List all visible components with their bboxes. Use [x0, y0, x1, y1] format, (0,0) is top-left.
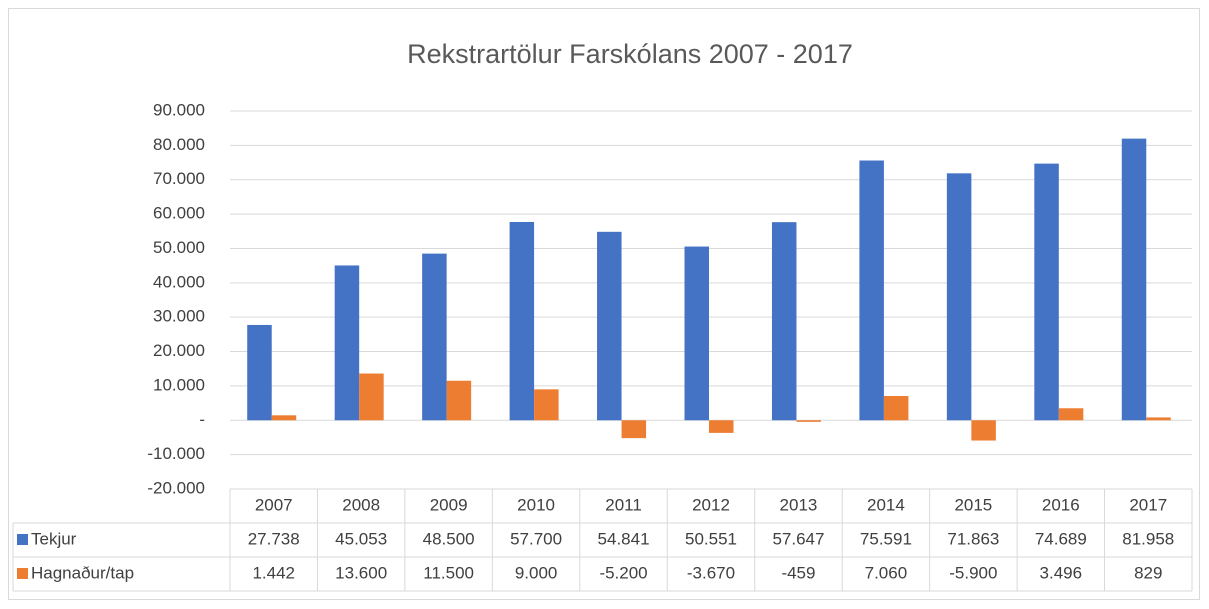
y-tick-label: -10.000	[147, 444, 205, 463]
x-tick-label: 2017	[1129, 495, 1167, 514]
x-tick-label: 2014	[867, 495, 905, 514]
x-tick-label: 2008	[342, 495, 380, 514]
y-tick-label: 10.000	[153, 375, 205, 394]
table-value: -459	[781, 563, 815, 582]
bar	[621, 420, 647, 439]
x-tick-label: 2013	[780, 495, 818, 514]
table-value: 57.700	[510, 529, 562, 548]
bar	[1034, 163, 1059, 421]
legend-key	[17, 534, 28, 545]
x-tick-label: 2009	[430, 495, 468, 514]
table-value: 57.647	[772, 529, 824, 548]
table-value: 27.738	[248, 529, 300, 548]
table-value: 48.500	[423, 529, 475, 548]
y-tick-label: 80.000	[153, 135, 205, 154]
y-tick-label: 90.000	[153, 100, 205, 119]
bar	[859, 160, 884, 421]
bar	[1121, 138, 1147, 421]
table-value: 3.496	[1040, 563, 1083, 582]
table-value: -5.200	[599, 563, 647, 582]
bar	[509, 221, 535, 421]
y-tick-label: 40.000	[153, 272, 205, 291]
bar	[1146, 417, 1171, 421]
bar	[1058, 408, 1084, 421]
bar	[883, 396, 909, 421]
y-tick-label: 30.000	[153, 307, 205, 326]
table-value: -3.670	[687, 563, 735, 582]
y-tick-label: 20.000	[153, 341, 205, 360]
table-value: 829	[1134, 563, 1162, 582]
table-value: 9.000	[515, 563, 558, 582]
table-value: 54.841	[598, 529, 650, 548]
bar	[684, 246, 709, 421]
y-tick-label: -20.000	[147, 478, 205, 497]
bar	[534, 389, 559, 421]
table-value: 75.591	[860, 529, 912, 548]
bar	[971, 420, 996, 441]
bar	[422, 253, 447, 421]
x-tick-label: 2015	[954, 495, 992, 514]
table-value: 81.958	[1122, 529, 1174, 548]
y-tick-label: 50.000	[153, 238, 205, 257]
y-tick-label: 60.000	[153, 204, 205, 223]
y-tick-label: -	[199, 410, 205, 429]
legend-label: Hagnaður/tap	[31, 563, 134, 582]
table-value: 1.442	[252, 563, 295, 582]
bar	[334, 265, 360, 421]
bar	[247, 324, 272, 421]
x-tick-label: 2016	[1042, 495, 1080, 514]
bar	[771, 222, 797, 421]
legend-key	[17, 568, 28, 579]
bar	[597, 231, 622, 421]
bar	[271, 415, 297, 421]
legend-label: Tekjur	[31, 529, 77, 548]
x-tick-label: 2012	[692, 495, 730, 514]
table-value: 13.600	[335, 563, 387, 582]
table-value: 50.551	[685, 529, 737, 548]
x-tick-label: 2010	[517, 495, 555, 514]
bar	[946, 173, 972, 421]
table-value: 7.060	[865, 563, 908, 582]
table-value: 45.053	[335, 529, 387, 548]
bar	[709, 420, 734, 433]
table-value: 74.689	[1035, 529, 1087, 548]
bar	[446, 380, 472, 421]
bar	[359, 373, 384, 421]
y-tick-label: 70.000	[153, 169, 205, 188]
table-value: 11.500	[423, 563, 474, 582]
chart-title: Rekstrartölur Farskólans 2007 - 2017	[407, 39, 853, 69]
table-value: -5.900	[949, 563, 997, 582]
x-tick-label: 2011	[605, 495, 642, 514]
table-value: 71.863	[947, 529, 999, 548]
bar	[796, 420, 821, 422]
x-tick-label: 2007	[255, 495, 293, 514]
